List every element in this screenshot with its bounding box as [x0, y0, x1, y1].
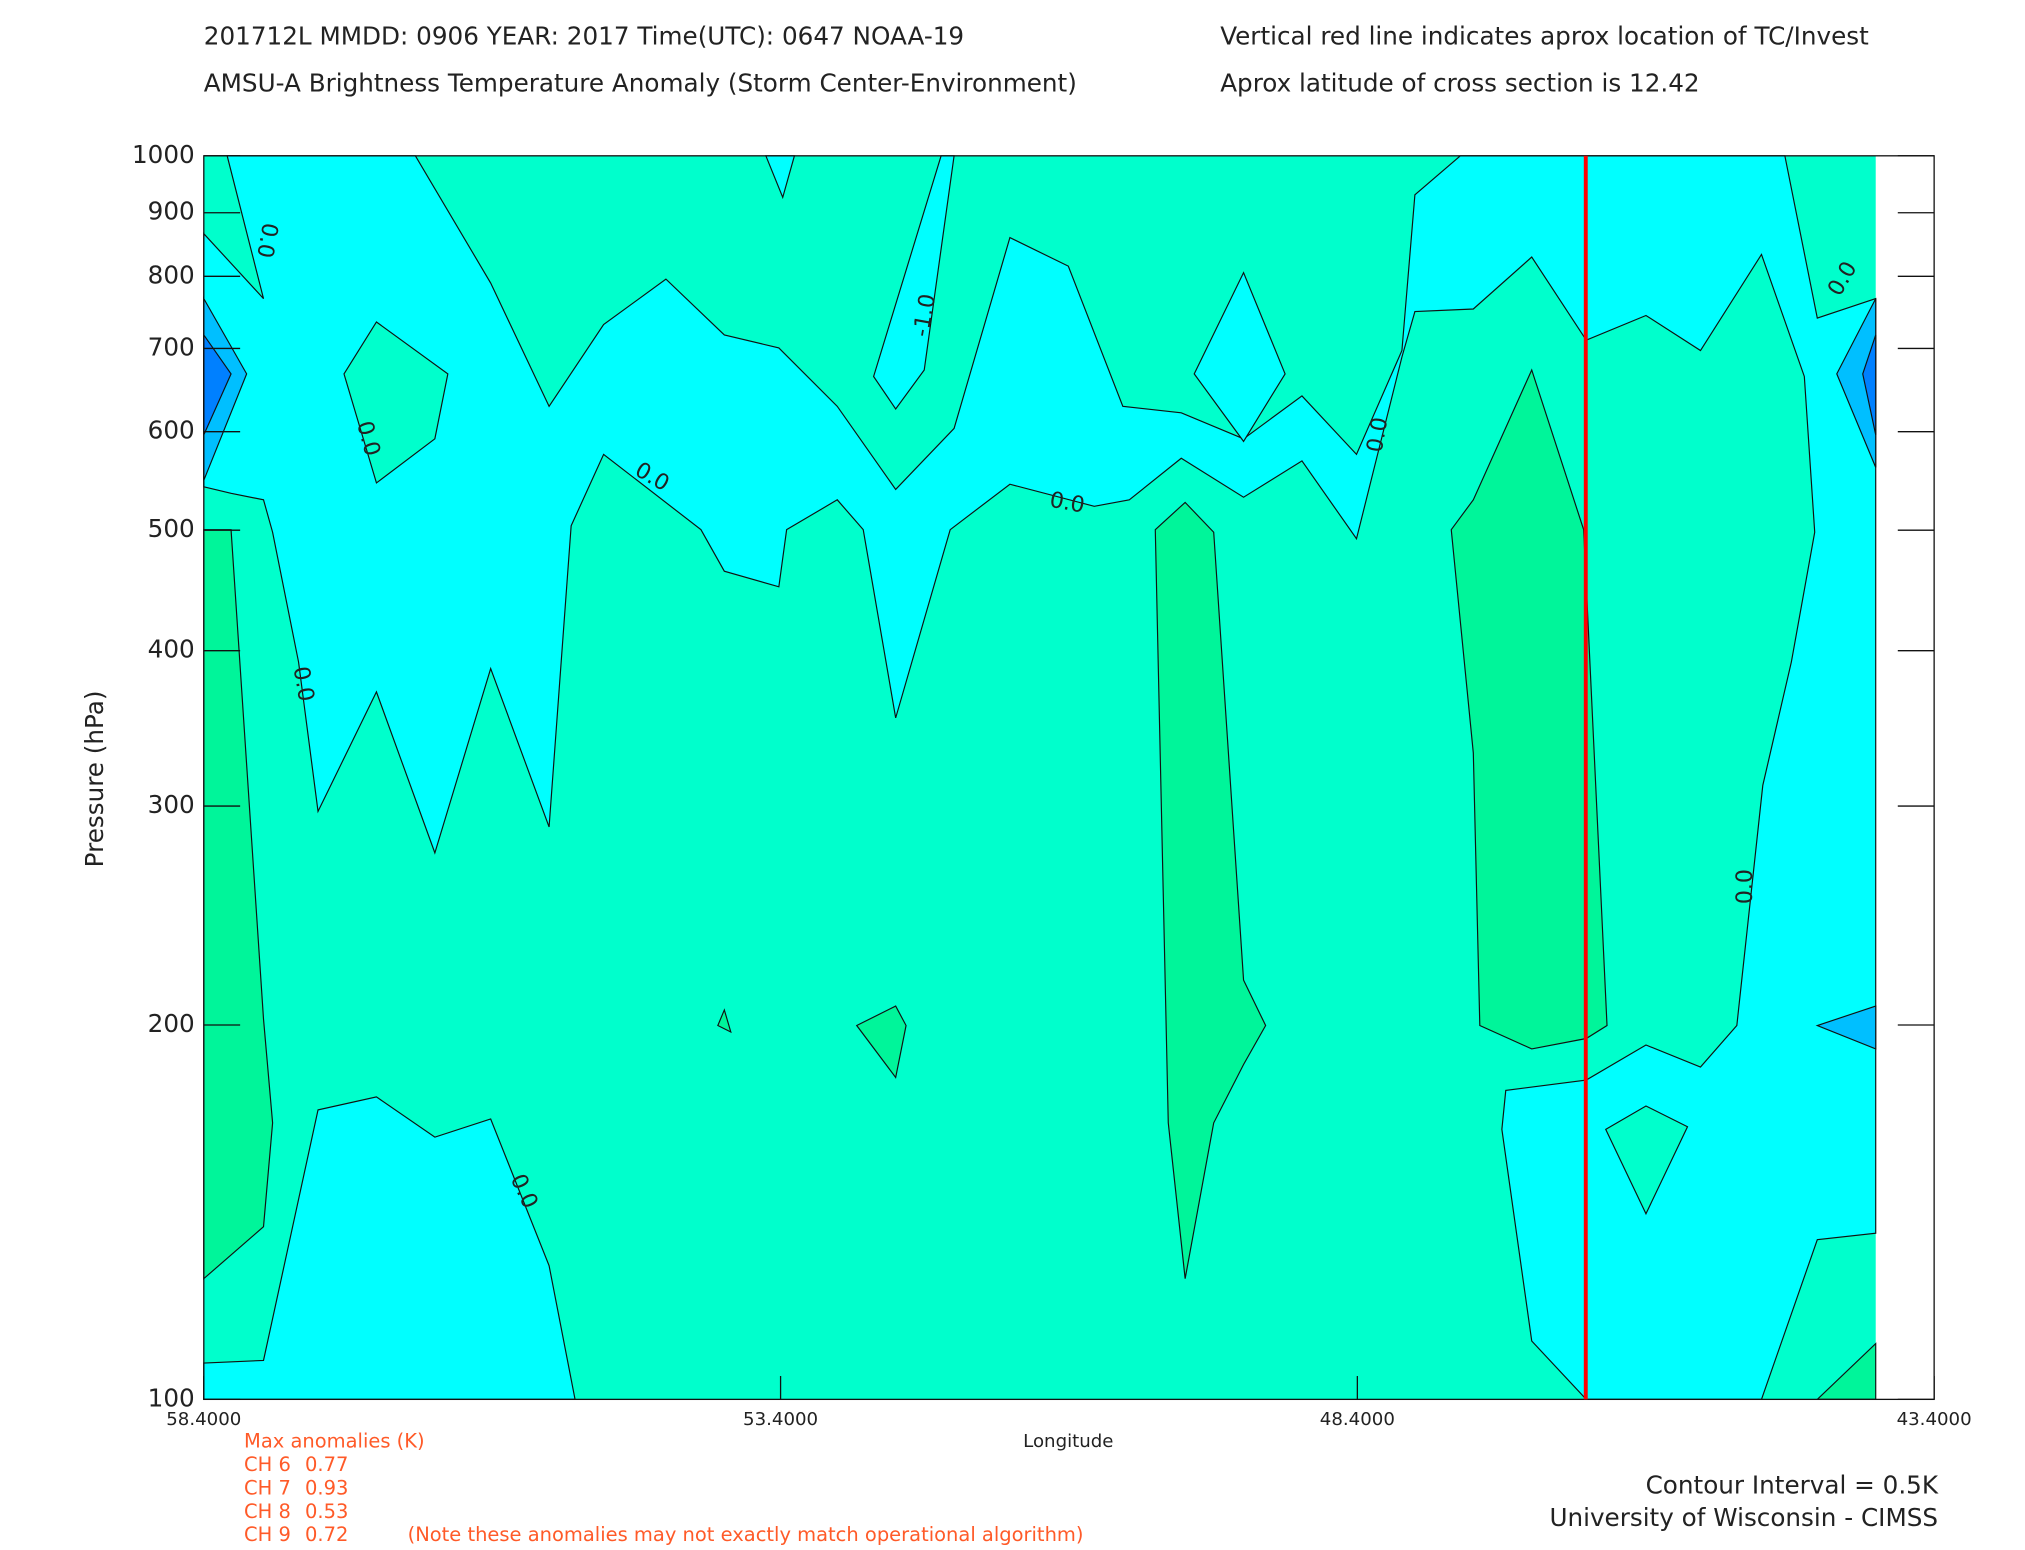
contour-label: 0.0 [1048, 488, 1087, 519]
contour-region [1154, 501, 1267, 1279]
contour-region [1604, 1105, 1689, 1216]
x-tick-label: 43.4000 [1897, 1409, 1972, 1430]
channel-name: CH 7 [244, 1476, 291, 1499]
y-tick-label: 100 [148, 1383, 195, 1412]
contour-label: 0.0 [1733, 869, 1758, 904]
channel-name: CH 8 [244, 1500, 291, 1523]
credit: Contour Interval = 0.5K [1646, 1470, 1939, 1499]
channel-value: 0.72 [305, 1523, 348, 1546]
contour-field [203, 155, 1877, 1400]
contour-region [1450, 368, 1608, 1050]
y-tick-label: 300 [148, 790, 195, 819]
channel-value: 0.53 [305, 1500, 348, 1523]
y-tick-label: 600 [148, 416, 195, 445]
annotation: Aprox latitude of cross section is 12.42 [1220, 68, 1699, 97]
annotation: Vertical red line indicates aprox locati… [1220, 22, 1869, 51]
contour-label: 0.0 [251, 221, 282, 260]
channel-name: CH 6 [244, 1453, 291, 1476]
contour-label: 0.0 [288, 665, 319, 704]
channel-name: CH 9 [244, 1523, 291, 1546]
contour-region [203, 155, 1877, 1400]
y-axis-label: Pressure (hPa) [80, 690, 109, 867]
y-tick-label: 500 [148, 514, 195, 543]
y-tick-label: 200 [148, 1009, 195, 1038]
contour-region [1815, 1005, 1877, 1050]
x-tick-label: 53.4000 [743, 1409, 818, 1430]
channel-value: 0.77 [305, 1453, 348, 1476]
contour-region [872, 155, 955, 410]
contour-region [717, 1008, 732, 1034]
contour-label: 0.0 [1363, 415, 1394, 454]
chart-subtitle: AMSU-A Brightness Temperature Anomaly (S… [204, 68, 1077, 97]
contour-region [1862, 334, 1877, 436]
y-tick-label: 800 [148, 260, 195, 289]
y-tick-label: 700 [148, 332, 195, 361]
note: (Note these anomalies may not exactly ma… [408, 1523, 1084, 1546]
y-tick-label: 1000 [132, 140, 195, 169]
y-tick-label: 400 [148, 635, 195, 664]
x-tick-label: 48.4000 [1320, 1409, 1395, 1430]
contour-region [343, 321, 449, 484]
x-tick-label: 58.4000 [166, 1409, 241, 1430]
plot-frame [203, 155, 1935, 1401]
channel-value: 0.93 [305, 1476, 348, 1499]
credit: University of Wisconsin - CIMSS [1549, 1503, 1938, 1532]
x-axis-label: Longitude [1023, 1431, 1113, 1452]
contour-region [855, 1005, 907, 1079]
chart-title: 201712L MMDD: 0906 YEAR: 2017 Time(UTC):… [204, 22, 964, 51]
max-anomalies-title: Max anomalies (K) [244, 1430, 425, 1453]
y-tick-label: 900 [148, 197, 195, 226]
contour-region [1193, 271, 1286, 443]
